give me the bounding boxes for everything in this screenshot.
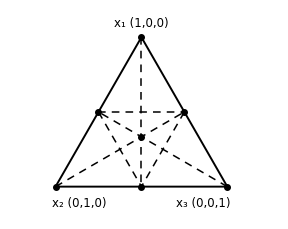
Text: x₂ (0,1,0): x₂ (0,1,0) <box>52 197 107 210</box>
Text: x₁ (1,0,0): x₁ (1,0,0) <box>114 17 169 30</box>
Text: x₃ (0,0,1): x₃ (0,0,1) <box>176 197 231 210</box>
